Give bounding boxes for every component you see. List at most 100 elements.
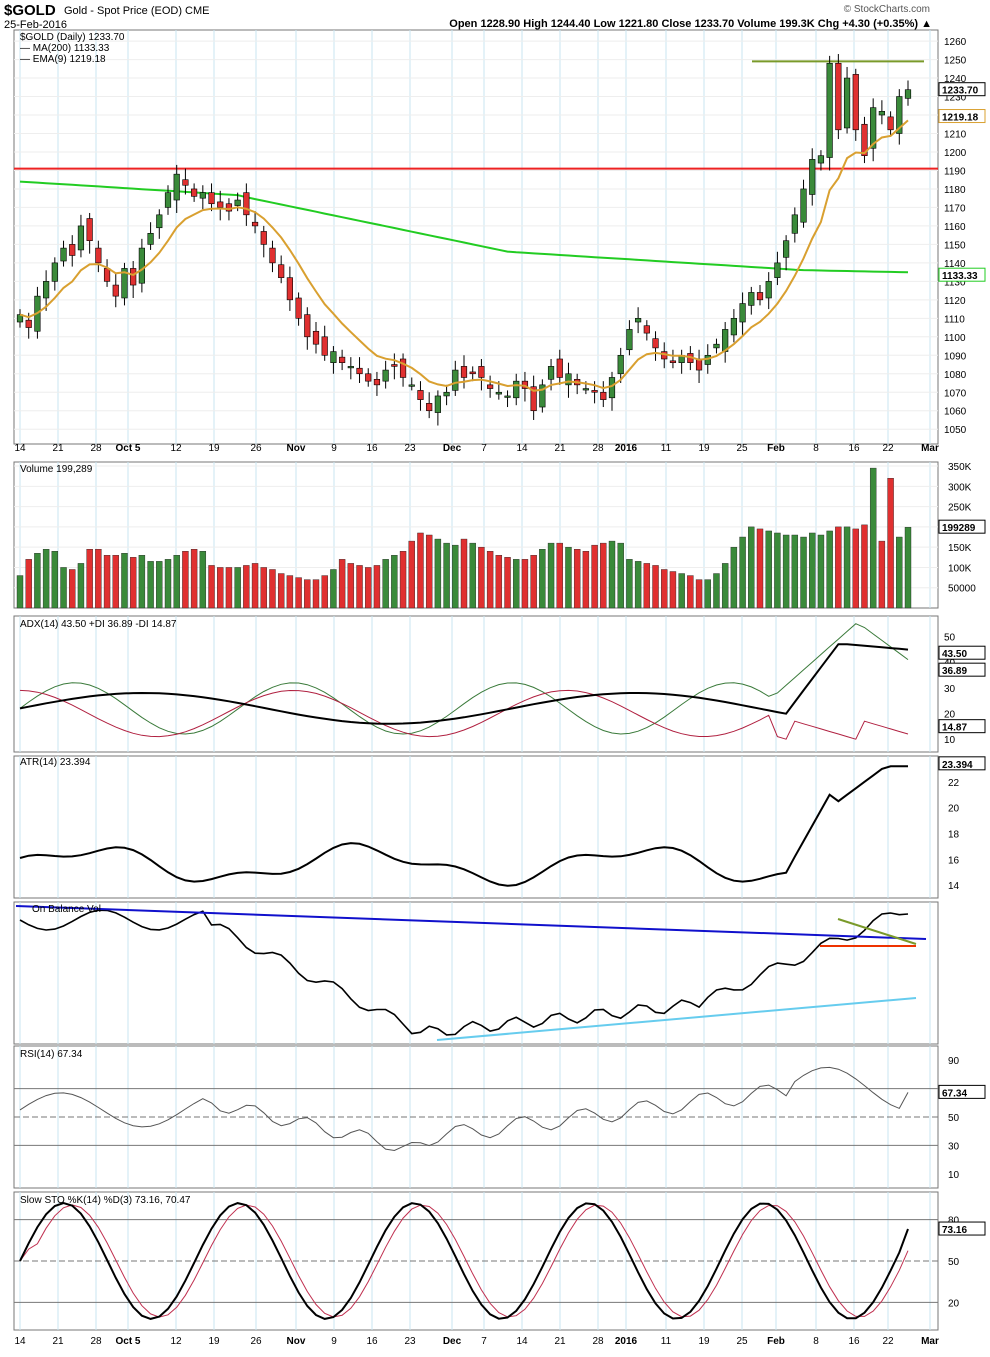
candle-body (591, 390, 598, 393)
volume-bar (626, 559, 633, 609)
rsi-y-tick: 10 (948, 1170, 960, 1181)
x-tick-label: 22 (882, 1336, 894, 1347)
volume-bar (756, 528, 764, 609)
candle-body (156, 214, 163, 229)
candle-body (652, 338, 659, 349)
price-y-tick: 1190 (944, 166, 966, 177)
x-tick-label: 9 (331, 1336, 337, 1347)
atr-tag: 23.394 (942, 760, 973, 771)
minus-di-tag: 14.87 (942, 723, 967, 734)
candle-body (739, 303, 746, 323)
volume-bar (704, 579, 711, 609)
volume-bar (782, 534, 790, 609)
candle-body (25, 319, 32, 328)
atr-line (19, 765, 908, 887)
candle-body (77, 225, 85, 251)
price-y-tick: 1150 (944, 240, 966, 251)
price-y-tick: 1100 (944, 333, 966, 344)
volume-bar (582, 551, 590, 609)
x-tick-label: 12 (170, 443, 182, 454)
atr-y-tick: 20 (948, 804, 960, 815)
volume-y-tick: 100K (948, 563, 972, 574)
x-tick-label: 23 (404, 443, 416, 454)
volume-bar (173, 555, 180, 609)
x-tick-label: Feb (767, 1336, 785, 1347)
volume-bar (338, 559, 346, 609)
rsi-y-tick: 90 (948, 1056, 960, 1067)
x-tick-label: 21 (554, 1336, 566, 1347)
volume-bar (25, 559, 32, 609)
x-tick-label: 19 (698, 1336, 710, 1347)
volume-bar (765, 530, 772, 609)
volume-bar (826, 530, 833, 609)
x-tick-label: 8 (813, 1336, 819, 1347)
candle-body (635, 318, 642, 323)
candle-body (608, 377, 616, 399)
candle-body (513, 380, 520, 399)
volume-bar (452, 544, 459, 609)
price-y-tick: 1240 (944, 74, 967, 85)
candle-body (86, 218, 93, 241)
sto-d-line (19, 1204, 909, 1318)
x-tick-label: Dec (443, 443, 462, 454)
volume-bar (539, 548, 546, 609)
panel-frame-3 (13, 755, 939, 899)
volume-bar (269, 569, 276, 609)
candle-body (835, 62, 842, 131)
candle-body (809, 159, 816, 195)
price-y-tick: 1210 (944, 130, 967, 141)
candle-body (756, 292, 764, 301)
atr-y-tick: 22 (948, 778, 960, 789)
rsi-tag: 67.34 (942, 1088, 967, 1099)
x-tick-label: 12 (170, 1336, 182, 1347)
volume-bar (103, 555, 111, 609)
ohlc-summary: Open 1228.90 High 1244.40 Low 1221.80 Cl… (449, 18, 932, 30)
x-tick-label: 28 (592, 1336, 604, 1347)
adx-line (19, 643, 909, 725)
price-y-tick: 1070 (944, 388, 967, 399)
candle-body (643, 325, 650, 334)
x-tick-label: 16 (366, 443, 378, 454)
candle-body (365, 373, 372, 382)
x-tick-label: 26 (250, 443, 262, 454)
volume-bar (434, 538, 442, 609)
x-tick-label: 26 (250, 1336, 262, 1347)
symbol-description: Gold - Spot Price (EOD) CME (64, 5, 210, 17)
candle-body (95, 247, 102, 264)
volume-bar (312, 579, 320, 609)
volume-bar (251, 563, 259, 609)
price-y-tick: 1130 (944, 277, 966, 288)
volume-bar (51, 551, 59, 609)
volume-bar (304, 579, 311, 609)
candle-body (600, 391, 607, 400)
candle-body (208, 192, 215, 205)
price-y-tick: 1050 (944, 425, 967, 436)
volume-bar (547, 542, 555, 609)
volume-bar (904, 526, 912, 609)
x-tick-label: 11 (661, 443, 672, 454)
volume-bar (835, 526, 842, 609)
price-y-tick: 1090 (944, 351, 967, 362)
candle-body (269, 247, 276, 264)
volume-bar (112, 555, 119, 609)
x-tick-label: 8 (813, 443, 819, 454)
candle-body (556, 358, 563, 378)
x-tick-label: 23 (404, 1336, 416, 1347)
candle-body (112, 284, 119, 297)
volume-bar (843, 526, 851, 609)
volume-bar (739, 536, 746, 609)
x-tick-label: 21 (554, 443, 566, 454)
candle-body (539, 384, 546, 408)
candle-body (826, 62, 833, 158)
adx-tag: 43.50 (942, 649, 967, 660)
price-y-tick: 1080 (944, 370, 967, 381)
obv-olive-line (837, 918, 917, 945)
price-y-tick: 1200 (944, 148, 967, 159)
volume-bar (504, 557, 511, 609)
volume-legend: Volume 199,289 (20, 464, 93, 475)
candle-body (469, 371, 476, 375)
candle-body (234, 199, 241, 206)
candle-body (843, 77, 851, 129)
candle-body (408, 384, 415, 387)
